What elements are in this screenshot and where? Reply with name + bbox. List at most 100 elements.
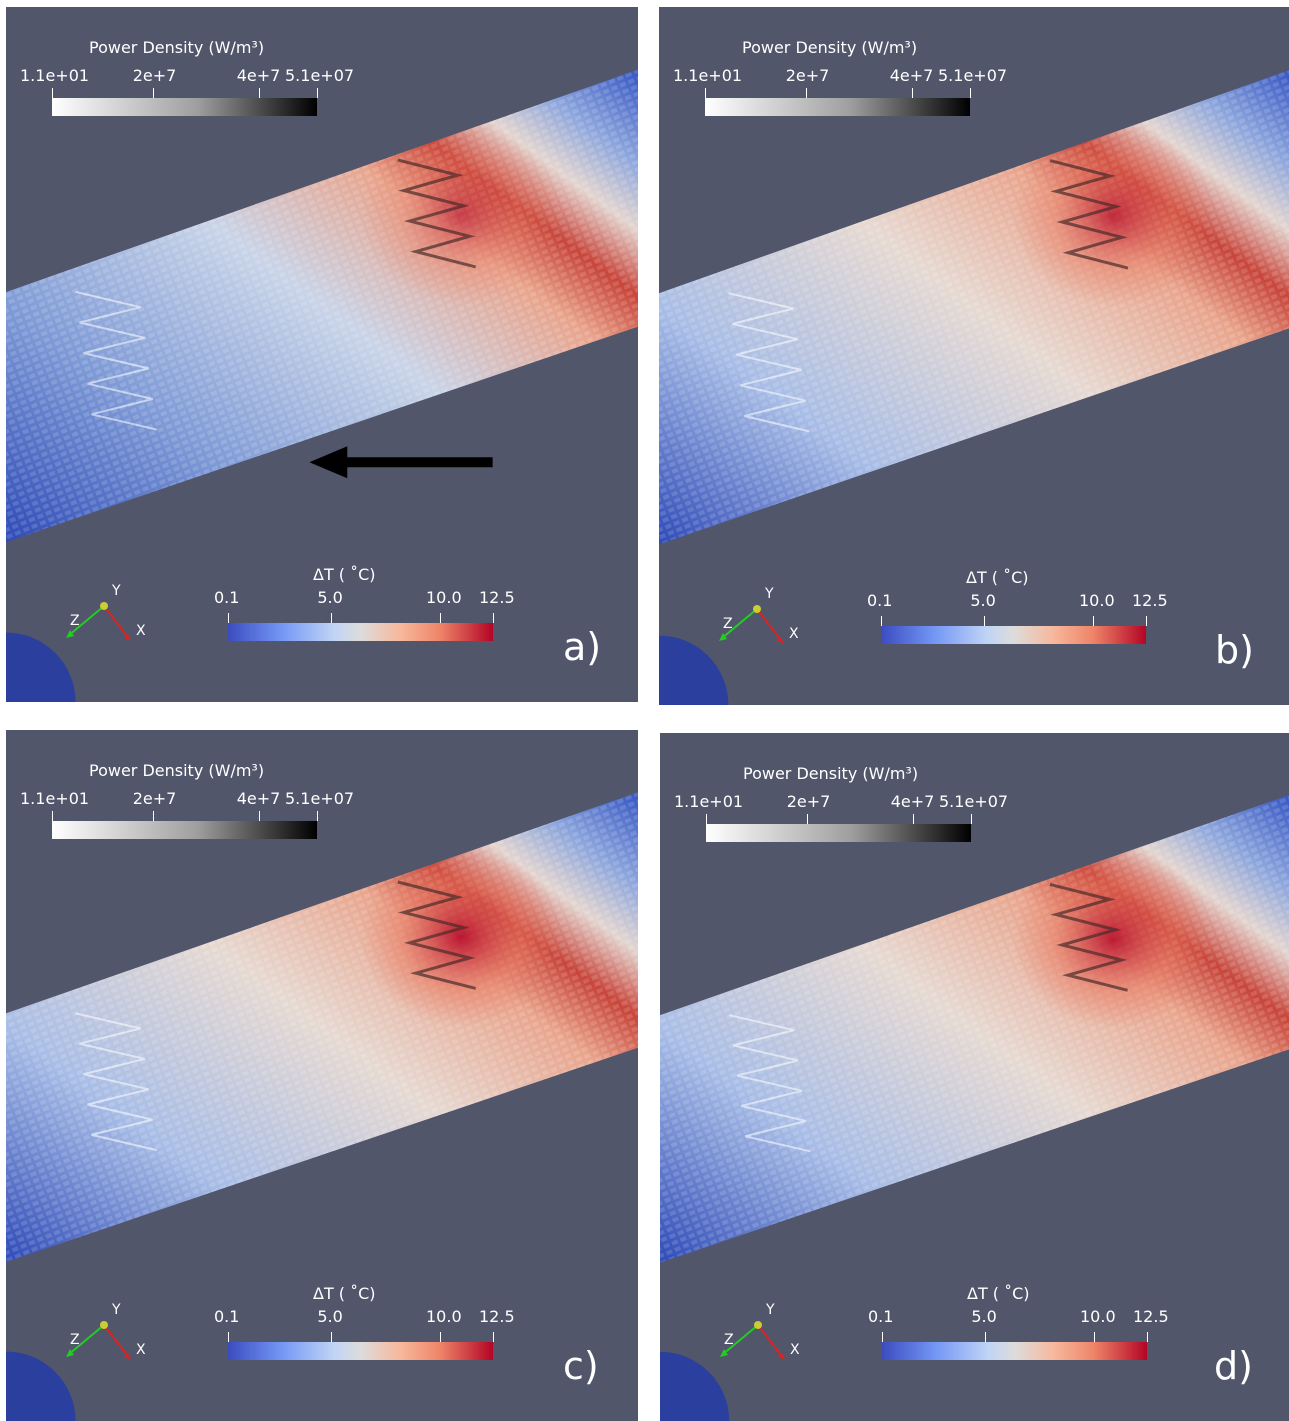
power-density-tick-label: 1.1e+01 (20, 789, 90, 808)
power-density-tick-label: 2e+7 (785, 66, 830, 85)
power-density-colorbar (706, 824, 971, 842)
heating-coil (1049, 882, 1128, 992)
axis-z-label: Z (70, 613, 80, 629)
delta-t-tick (331, 613, 333, 623)
delta-t-colorbar (228, 623, 493, 641)
power-density-tick-label: 2e+7 (132, 66, 177, 85)
delta-t-tick-label: 12.5 (479, 588, 515, 607)
power-density-tick-label: 2e+7 (786, 792, 831, 811)
heated-region (359, 847, 563, 1028)
power-density-tick (806, 814, 808, 824)
delta-t-tick-label: 5.0 (970, 591, 996, 610)
delta-t-tick (331, 1332, 333, 1342)
axis-z-label: Z (70, 1332, 80, 1348)
orientation-axes: Y Z X (54, 584, 154, 664)
coil-trace (75, 1012, 157, 1152)
power-density-tick (52, 88, 53, 98)
delta-t-tick-label: 0.1 (867, 591, 893, 610)
axis-z-label: Z (724, 1332, 734, 1348)
delta-t-tick-label: 10.0 (1080, 1307, 1116, 1326)
corner-sphere (6, 632, 76, 702)
axis-origin (100, 602, 108, 610)
corner-sphere (6, 1351, 76, 1421)
heated-region (359, 125, 563, 306)
delta-t-tick (440, 1332, 441, 1342)
power-density-title: Power Density (W/m³) (742, 38, 918, 57)
delta-t-tick-label: 12.5 (1133, 1307, 1169, 1326)
power-density-tick (258, 88, 260, 98)
coil-trace (728, 1014, 811, 1153)
panel-c: Power Density (W/m³) 1.1e+01 2e+7 4e+7 5.1e+… (6, 730, 638, 1421)
panel-label: b) (1215, 628, 1254, 672)
power-density-tick (805, 88, 807, 98)
panel-label: d) (1214, 1344, 1253, 1388)
simulation-view (660, 794, 1289, 1421)
delta-t-tick (493, 613, 494, 623)
delta-t-tick (440, 613, 441, 623)
axis-origin (100, 1321, 108, 1329)
power-density-tick-label: 5.1e+07 (285, 66, 355, 85)
delta-t-tick-label: 5.0 (317, 1307, 343, 1326)
delta-t-tick-label: 5.0 (971, 1307, 997, 1326)
delta-t-tick (1147, 1332, 1148, 1342)
power-density-tick-label: 5.1e+07 (938, 66, 1008, 85)
delta-t-tick (228, 613, 229, 623)
power-density-tick (258, 811, 260, 821)
delta-t-title: ΔT ( ˚C) (313, 565, 376, 584)
power-density-colorbar (52, 98, 317, 116)
axis-y-label: Y (112, 583, 121, 599)
axis-y-label: Y (766, 1302, 775, 1318)
orientation-axes: Y Z X (54, 1303, 154, 1383)
power-density-title: Power Density (W/m³) (89, 38, 265, 57)
axis-x-label: X (136, 623, 146, 639)
panel-label: c) (563, 1344, 599, 1388)
power-density-tick-label: 1.1e+01 (20, 66, 90, 85)
delta-t-tick-label: 5.0 (317, 588, 343, 607)
power-density-tick (317, 88, 318, 98)
power-density-tick (706, 814, 707, 824)
corner-sphere (659, 635, 729, 705)
power-density-tick (911, 88, 913, 98)
power-density-tick-label: 4e+7 (889, 66, 934, 85)
power-density-tick-label: 5.1e+07 (939, 792, 1009, 811)
delta-t-title: ΔT ( ˚C) (313, 1284, 376, 1303)
simulation-view (6, 792, 638, 1421)
power-density-tick (912, 814, 914, 824)
delta-t-tick-label: 0.1 (868, 1307, 894, 1326)
delta-t-tick (1093, 616, 1094, 626)
delta-t-tick-label: 12.5 (479, 1307, 515, 1326)
delta-t-colorbar (881, 626, 1146, 644)
power-density-tick (705, 88, 706, 98)
power-density-tick-label: 4e+7 (236, 66, 281, 85)
simulation-view (659, 69, 1289, 705)
axis-y-label: Y (112, 1302, 121, 1318)
delta-t-tick (984, 616, 986, 626)
power-density-tick (970, 88, 971, 98)
direction-arrow (309, 446, 348, 479)
delta-t-tick (1094, 1332, 1095, 1342)
power-density-tick (52, 811, 53, 821)
power-density-tick-label: 1.1e+01 (674, 792, 744, 811)
coil-trace (728, 292, 810, 433)
axis-x-label: X (789, 626, 799, 642)
power-density-title: Power Density (W/m³) (743, 764, 919, 783)
power-density-colorbar (52, 821, 317, 839)
panel-a: Power Density (W/m³) 1.1e+01 2e+7 4e+7 5.1e+… (6, 7, 638, 702)
power-density-tick (317, 811, 318, 821)
heating-coil (397, 158, 477, 269)
delta-t-tick (985, 1332, 987, 1342)
simulation-view (6, 69, 638, 702)
power-density-tick-label: 4e+7 (890, 792, 935, 811)
power-density-tick-label: 2e+7 (132, 789, 177, 808)
heating-coil (1049, 159, 1129, 270)
power-density-colorbar (705, 98, 970, 116)
heated-region (1012, 125, 1215, 308)
power-density-tick-label: 1.1e+01 (673, 66, 743, 85)
panel-b: Power Density (W/m³) 1.1e+01 2e+7 4e+7 5.1e+… (659, 7, 1289, 705)
power-density-tick-label: 5.1e+07 (285, 789, 355, 808)
delta-t-tick-label: 10.0 (426, 588, 462, 607)
axis-origin (754, 1321, 762, 1329)
orientation-axes: Y Z X (708, 1303, 808, 1383)
delta-t-title: ΔT ( ˚C) (967, 1284, 1030, 1303)
panel-d: Power Density (W/m³) 1.1e+01 2e+7 4e+7 5.1e+… (660, 733, 1289, 1421)
